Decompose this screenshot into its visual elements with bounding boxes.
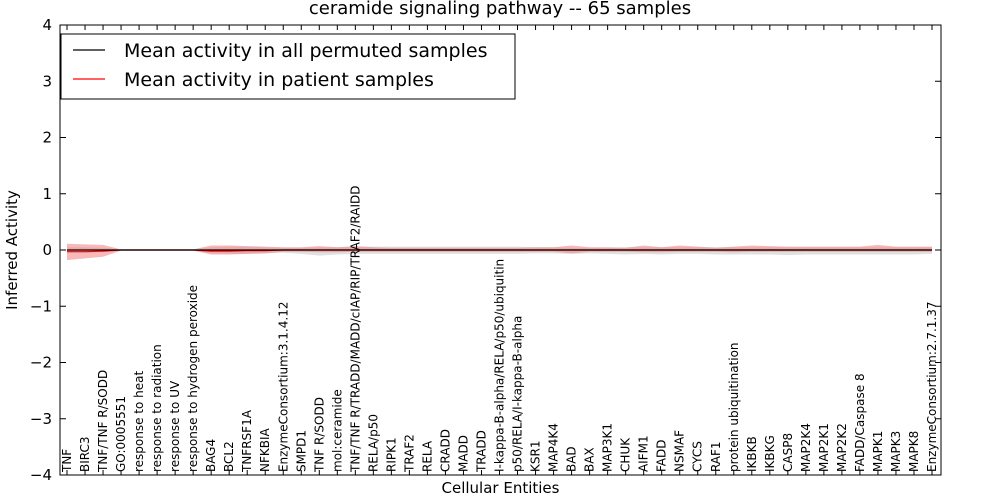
x-tick-label: RAF1 [709,441,723,472]
x-tick-label: response to heat [132,370,146,472]
x-tick-label: MAP3K1 [601,423,615,472]
chart-title: ceramide signaling pathway -- 65 samples [309,0,691,19]
legend-entry-permuted: Mean activity in all permuted samples [124,40,487,62]
x-tick-label: AIFM1 [637,435,651,472]
x-tick-label: MAPK8 [907,431,921,472]
x-tick-label: MAPK3 [889,431,903,472]
y-tick-label: 2 [42,129,52,147]
x-tick-label: RELA/p50 [366,414,380,472]
x-tick-label: MAP4K4 [547,423,561,472]
x-tick-label: CHUK [619,437,633,472]
y-tick-label: 4 [42,16,52,34]
x-tick-label: FADD [655,440,669,473]
x-tick-label: TNF R/SODD [312,397,326,473]
x-tick-label: p50/RELA/I-kappa-B-alpha [511,316,525,472]
x-tick-label: NSMAF [673,430,687,472]
legend-box [60,33,516,100]
x-tick-label: BAX [583,447,597,472]
series-lines [67,249,932,253]
x-tick-label: TRAF2 [402,434,416,473]
x-tick-label: CYCS [691,441,705,472]
x-axis-label: Cellular Entities [442,479,560,497]
band-patient [67,243,932,261]
y-tick-label: −3 [30,410,52,428]
y-tick-label: 1 [42,185,52,203]
x-tick-label: EnzymeConsortium:3.1.4.12 [276,302,290,473]
x-axis-ticks [66,25,933,475]
x-tick-label: CASP8 [781,433,795,472]
y-tick-label: 3 [42,72,52,90]
y-tick-label: 0 [42,241,52,259]
x-tick-label: BIRC3 [78,436,92,472]
x-tick-label: NFKBIA [258,427,272,472]
y-tick-label: −1 [30,297,52,315]
x-tick-label: I-kappa-B-alpha/RELA/p50/ubiquitin [493,259,507,472]
x-tick-label: TNF/TNF R/TRADD/MADD/cIAP/RIP/TRAF2/RAID… [348,185,362,473]
x-tick-label: protein ubiquitination [727,342,741,472]
x-tick-label: mol:ceramide [330,389,344,472]
x-tick-label: EnzymeConsortium:2.7.1.37 [925,301,939,472]
x-tick-label: FADD/Caspase 8 [853,373,867,472]
x-tick-label: response to hydrogen peroxide [186,285,200,472]
x-tick-label: BAG4 [204,439,218,472]
x-tick-labels: TNF BIRC3 TNF/TNF R/SODD GO:0005551 response… [60,185,939,473]
x-tick-label: response to radiation [150,344,164,472]
y-axis-ticks: 4 3 2 1 0 −1 −2 −3 −4 [30,16,941,484]
x-tick-label: IKBKB [745,436,759,472]
x-tick-label: CRADD [438,429,452,472]
x-tick-label: TNF/TNF R/SODD [96,370,110,473]
legend: Mean activity in all permuted samples Me… [60,33,516,100]
x-tick-label: TNFRSF1A [240,409,254,473]
x-tick-label: TNF [60,449,74,473]
x-tick-label: GO:0005551 [114,396,128,472]
x-tick-label: BCL2 [222,441,236,472]
x-tick-label: MAP2K4 [799,423,813,472]
x-tick-label: KSR1 [529,440,543,471]
x-tick-label: TRADD [475,430,489,473]
y-tick-label: −4 [30,466,52,484]
x-tick-label: MAPK1 [871,431,885,472]
x-tick-label: RELA [420,440,434,472]
x-tick-label: IKBKG [763,435,777,472]
y-axis-label: Inferred Activity [3,190,21,310]
x-tick-label: MADD [457,435,471,472]
legend-entry-patient: Mean activity in patient samples [124,69,434,91]
x-tick-label: SMPD1 [294,430,308,472]
x-tick-label: MAP2K2 [835,423,849,472]
y-tick-label: −2 [30,354,52,372]
confidence-bands [67,243,932,261]
x-tick-label: BAD [565,446,579,472]
x-tick-label: response to UV [168,380,182,472]
x-tick-label: RIPK1 [384,437,398,472]
x-tick-label: MAP2K1 [817,423,831,472]
